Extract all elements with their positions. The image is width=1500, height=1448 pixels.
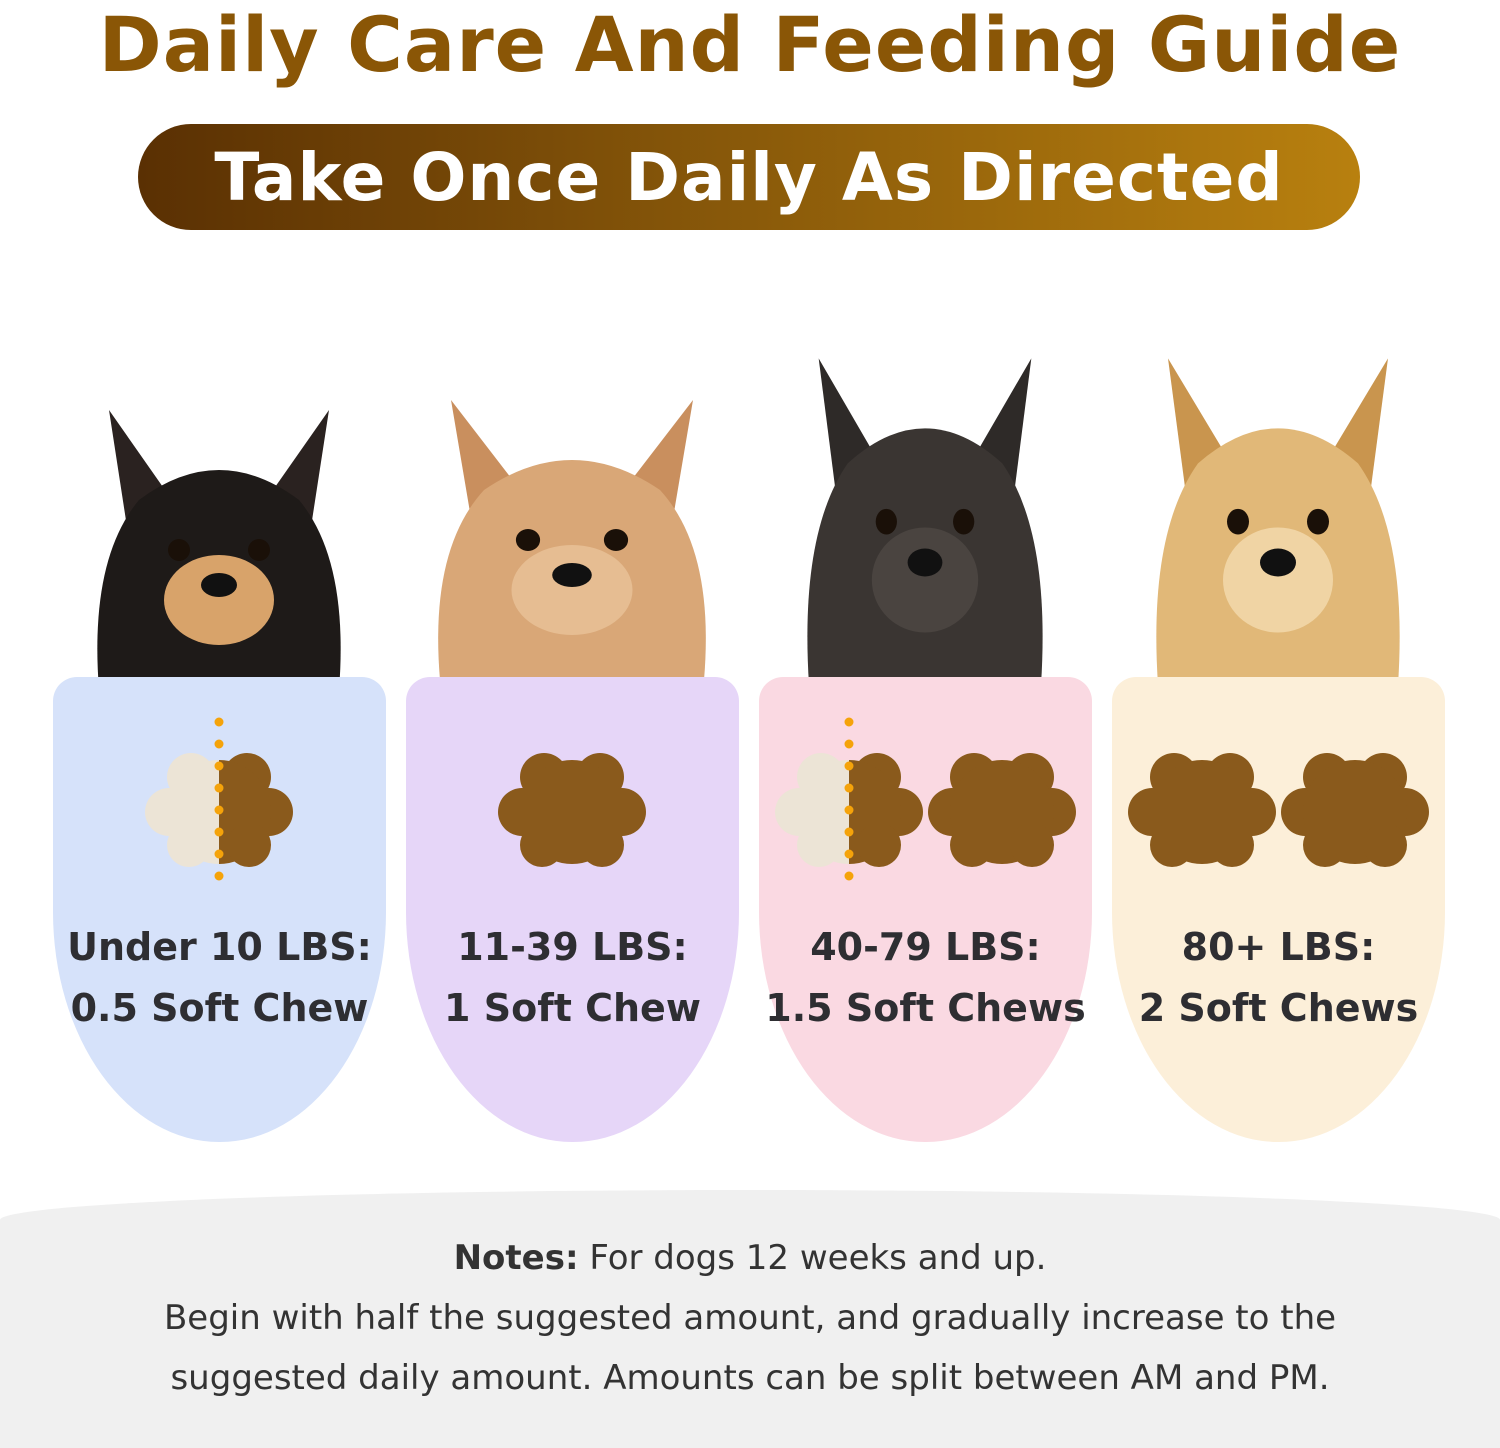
dosage-card: 80+ LBS: 2 Soft Chews — [1112, 677, 1445, 1142]
poodle-image — [407, 380, 737, 680]
chew-icons — [775, 717, 1076, 887]
subtitle-banner: Take Once Daily As Directed — [138, 124, 1360, 230]
weight-label: 40-79 LBS: — [810, 925, 1041, 969]
page-title: Daily Care And Feeding Guide — [98, 0, 1402, 89]
dose-label: 2 Soft Chews — [1138, 986, 1419, 1030]
chihuahua-image — [69, 390, 369, 690]
dose-label: 1 Soft Chew — [444, 986, 701, 1030]
notes-section: Notes: For dogs 12 weeks and up. Begin w… — [0, 1190, 1500, 1448]
dosage-card: 11-39 LBS: 1 Soft Chew — [406, 677, 739, 1142]
weight-label: 80+ LBS: — [1181, 925, 1376, 969]
notes-line-3: suggested daily amount. Amounts can be s… — [170, 1358, 1330, 1398]
french-bulldog-image — [780, 335, 1070, 685]
subtitle-text: Take Once Daily As Directed — [214, 138, 1284, 216]
chew-icon — [1128, 753, 1276, 867]
chew-icons — [498, 753, 646, 867]
chew-icons — [1128, 753, 1429, 867]
chew-icon — [498, 753, 646, 867]
dosage-card: Under 10 LBS: 0.5 Soft Chew — [53, 677, 386, 1142]
dose-label: 1.5 Soft Chews — [765, 986, 1086, 1030]
half-chew-icon — [145, 717, 293, 887]
notes-line-2: Begin with half the suggested amount, an… — [163, 1298, 1337, 1338]
dosage-card: 40-79 LBS: 1.5 Soft Chews — [759, 677, 1092, 1142]
weight-label: Under 10 LBS: — [67, 925, 372, 969]
half-chew-icon — [775, 717, 923, 887]
chew-icon — [1281, 753, 1429, 867]
golden-retriever-image — [1128, 335, 1428, 685]
chew-icons — [145, 717, 293, 887]
notes-line-1: For dogs 12 weeks and up. — [589, 1238, 1047, 1278]
notes-label: Notes: — [453, 1238, 579, 1278]
weight-label: 11-39 LBS: — [457, 925, 688, 969]
chew-icon — [928, 753, 1076, 867]
dose-label: 0.5 Soft Chew — [70, 986, 369, 1030]
